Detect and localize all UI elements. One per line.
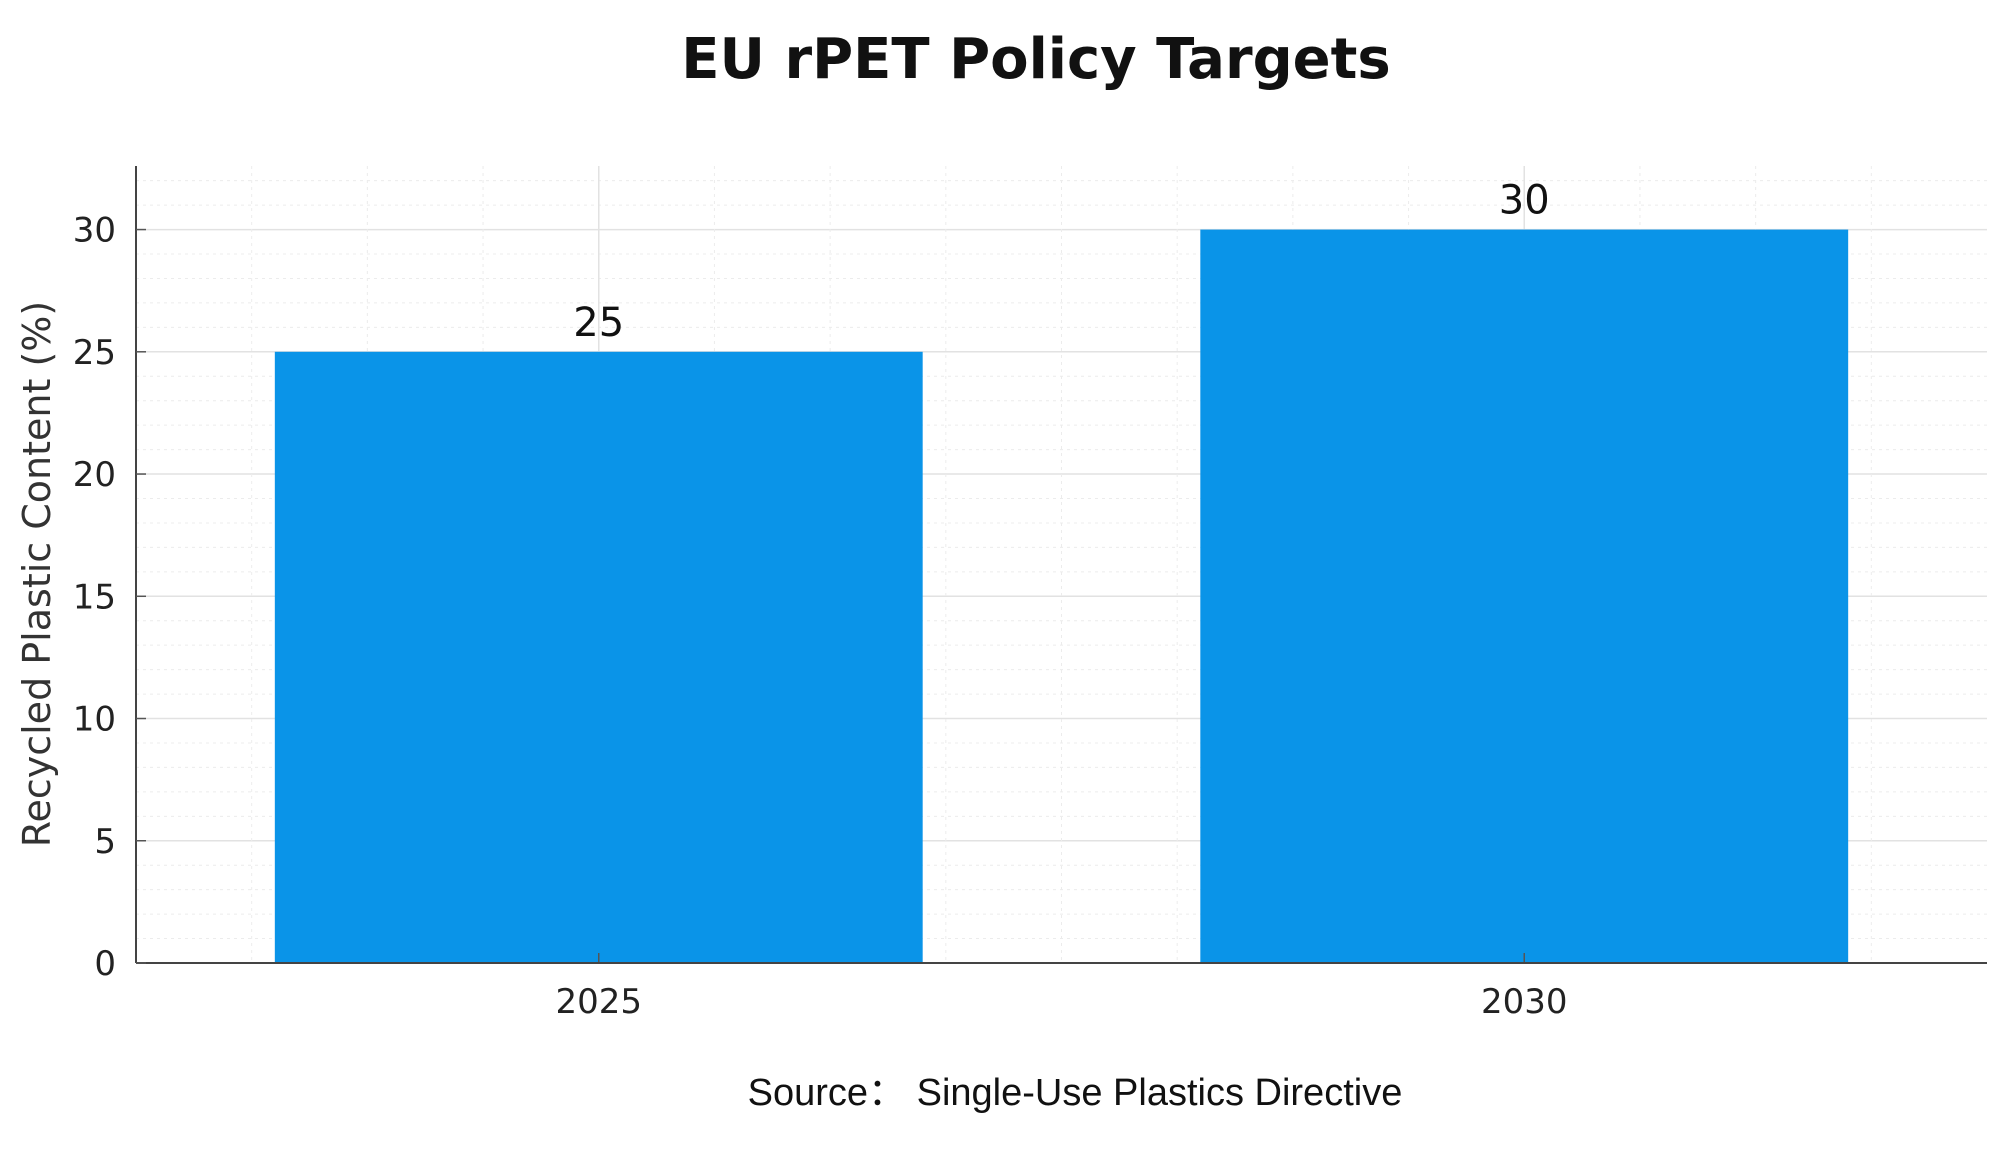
y-tick-label: 20 — [73, 455, 116, 495]
chart-title: EU rPET Policy Targets — [681, 27, 1391, 92]
y-tick-label: 0 — [94, 944, 116, 984]
bar-2030 — [1200, 229, 1849, 963]
y-tick-label: 30 — [73, 211, 116, 251]
y-tick-label: 25 — [73, 333, 116, 373]
data-label: 30 — [1499, 178, 1550, 224]
source-annotation: Source： Single-Use Plastics Directive — [748, 1072, 1403, 1114]
x-tick-label: 2030 — [1481, 982, 1568, 1022]
bars: 25 30 — [274, 178, 1849, 963]
y-axis-label: Recycled Plastic Content (%) — [15, 301, 59, 847]
x-tick-label: 2025 — [555, 982, 642, 1022]
data-label: 25 — [573, 300, 624, 346]
y-tick-label: 5 — [94, 822, 116, 862]
y-tick-label: 15 — [73, 577, 116, 617]
y-tick-label: 10 — [73, 700, 116, 740]
bar-2025 — [274, 351, 923, 963]
